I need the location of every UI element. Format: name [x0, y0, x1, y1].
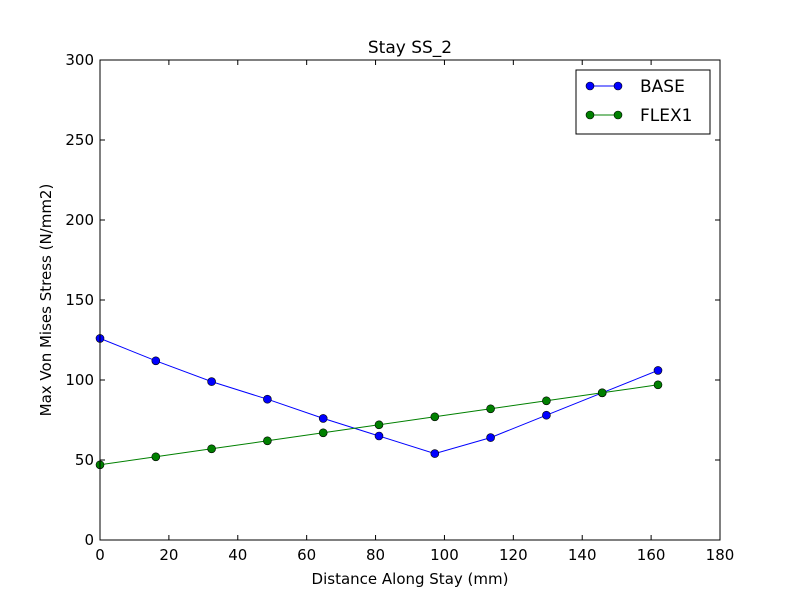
legend-marker-base	[585, 81, 595, 91]
data-point-base	[542, 410, 551, 420]
data-point-base	[318, 414, 328, 423]
x-tick-label: 60	[297, 546, 316, 564]
data-point-flex1	[207, 444, 216, 454]
data-point-base	[653, 366, 663, 375]
data-point-flex1	[542, 396, 551, 406]
x-tick-label: 40	[228, 546, 247, 564]
x-tick-label: 140	[568, 546, 597, 564]
x-tick-label: 100	[430, 546, 459, 564]
y-axis: 0 50 100 150 200 250 300	[65, 51, 720, 549]
y-tick-label: 0	[84, 531, 94, 549]
x-tick-label: 160	[637, 546, 666, 564]
y-tick-label: 50	[75, 451, 94, 469]
data-point-flex1	[486, 404, 495, 414]
y-tick-label: 300	[65, 51, 94, 69]
legend: BASE FLEX1	[575, 69, 711, 135]
x-tick-label: 20	[159, 546, 178, 564]
y-tick-label: 150	[65, 291, 94, 309]
legend-marker-base	[613, 81, 623, 91]
data-point-flex1	[318, 428, 328, 438]
legend-marker-flex1	[613, 110, 623, 120]
chart-title: Stay SS_2	[368, 38, 452, 58]
x-tick-label: 180	[706, 546, 735, 564]
legend-marker-flex1	[585, 110, 595, 120]
x-axis-label: Distance Along Stay (mm)	[312, 570, 509, 588]
x-tick-label: 120	[499, 546, 528, 564]
y-axis-label: Max Von Mises Stress (N/mm2)	[37, 184, 55, 417]
data-point-flex1	[653, 380, 663, 390]
x-tick-label: 80	[366, 546, 385, 564]
data-point-base	[151, 356, 161, 366]
data-point-base	[207, 377, 216, 386]
data-point-base	[430, 449, 440, 458]
legend-box	[575, 69, 711, 135]
y-tick-label: 250	[65, 131, 94, 149]
data-point-flex1	[374, 420, 384, 430]
data-point-flex1	[597, 388, 607, 398]
data-point-flex1	[430, 412, 440, 422]
data-point-flex1	[151, 452, 161, 462]
x-tick-label: 0	[95, 546, 105, 564]
y-tick-label: 100	[65, 371, 94, 389]
y-tick-label: 200	[65, 211, 94, 229]
plot-area	[95, 334, 663, 470]
data-point-flex1	[263, 436, 272, 446]
data-point-base	[486, 433, 495, 442]
legend-label-base: BASE	[640, 77, 685, 97]
data-point-base	[374, 431, 384, 441]
data-point-base	[263, 394, 272, 404]
x-axis: 0 20 40 60 80 100 120 140 160 180	[95, 60, 734, 564]
legend-label-flex1: FLEX1	[640, 106, 692, 126]
